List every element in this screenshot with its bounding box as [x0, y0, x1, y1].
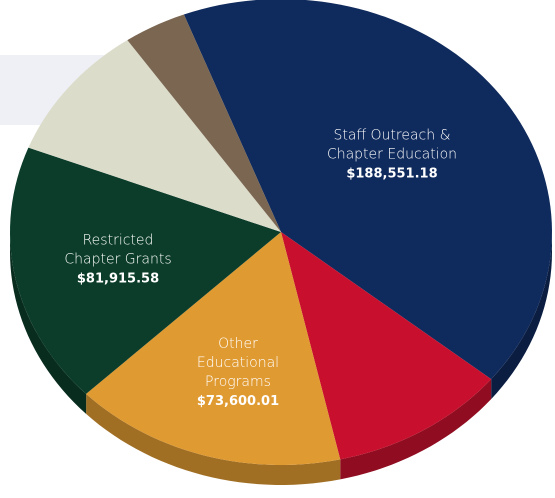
slice	[28, 40, 282, 232]
slice	[281, 232, 492, 460]
slice-label: Other Educational Programs $73,600.01	[188, 335, 288, 411]
slice-side	[491, 232, 552, 400]
slice-label: Staff Outreach & Chapter Education $188,5…	[312, 127, 472, 184]
slice	[10, 147, 281, 394]
slice	[183, 0, 552, 380]
slice	[86, 232, 341, 465]
slice-name: Staff Outreach & Chapter Education	[326, 127, 458, 163]
slice	[127, 14, 281, 233]
slice-side	[340, 379, 492, 480]
pie-sides	[10, 232, 552, 485]
slice-name: Restricted Chapter Grants	[64, 232, 172, 268]
slice-value: $188,551.18	[346, 166, 438, 182]
slice-side	[10, 232, 87, 414]
slice-label: Restricted Chapter Grants $81,915.58	[63, 232, 173, 289]
slice-value: $73,600.01	[196, 394, 280, 409]
pie-slices	[10, 0, 552, 465]
slice-value: $81,915.58	[76, 271, 160, 287]
slice-name: Other Educational Programs	[196, 336, 280, 390]
slice-side	[86, 393, 341, 485]
